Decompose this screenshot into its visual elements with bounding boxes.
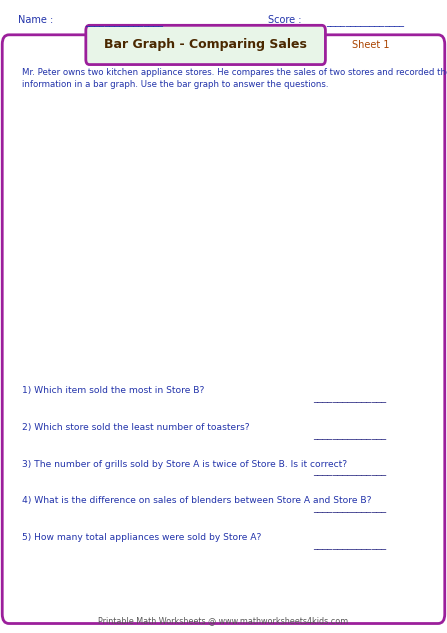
Text: 4) What is the difference on sales of blenders between Store A and Store B?: 4) What is the difference on sales of bl…: [22, 496, 372, 505]
Text: 1) Which item sold the most in Store B?: 1) Which item sold the most in Store B?: [22, 386, 205, 395]
Bar: [223, 222, 248, 370]
Bar: [295, 172, 320, 370]
Text: _______________: _______________: [313, 467, 386, 477]
Text: _______________: _______________: [313, 430, 386, 440]
Bar: [366, 197, 391, 370]
Text: ________________: ________________: [326, 16, 404, 27]
Text: _______________: _______________: [313, 393, 386, 403]
Y-axis label: Number of items sold: Number of items sold: [32, 175, 42, 293]
Bar: [80, 172, 105, 370]
Text: Bar Graph - Comparing Sales: Bar Graph - Comparing Sales: [104, 39, 307, 51]
Text: _______________: _______________: [313, 540, 386, 550]
Title: Comparing Sales: Comparing Sales: [189, 81, 307, 94]
Text: 3) The number of grills sold by Store A is twice of Store B. Is it correct?: 3) The number of grills sold by Store A …: [22, 460, 347, 468]
Text: Score :: Score :: [268, 15, 302, 25]
Text: 2) Which store sold the least number of toasters?: 2) Which store sold the least number of …: [22, 423, 250, 432]
Bar: [152, 197, 177, 370]
Bar: [320, 222, 344, 370]
Bar: [248, 222, 273, 370]
Text: Mr. Peter owns two kitchen appliance stores. He compares the sales of two stores: Mr. Peter owns two kitchen appliance sto…: [22, 68, 447, 89]
Bar: [177, 296, 202, 370]
Legend: Store A, Store B: Store A, Store B: [285, 420, 432, 447]
Text: ________________: ________________: [85, 16, 163, 27]
Text: Printable Math Worksheets @ www.mathworksheets4kids.com: Printable Math Worksheets @ www.mathwork…: [98, 616, 349, 625]
Text: 5) How many total appliances were sold by Store A?: 5) How many total appliances were sold b…: [22, 533, 262, 542]
Text: Name :: Name :: [18, 15, 53, 25]
Bar: [105, 272, 131, 370]
Text: Sheet 1: Sheet 1: [352, 40, 390, 50]
Text: _______________: _______________: [313, 503, 386, 513]
Bar: [391, 147, 416, 370]
X-axis label: Kitchen appliances: Kitchen appliances: [192, 388, 304, 398]
